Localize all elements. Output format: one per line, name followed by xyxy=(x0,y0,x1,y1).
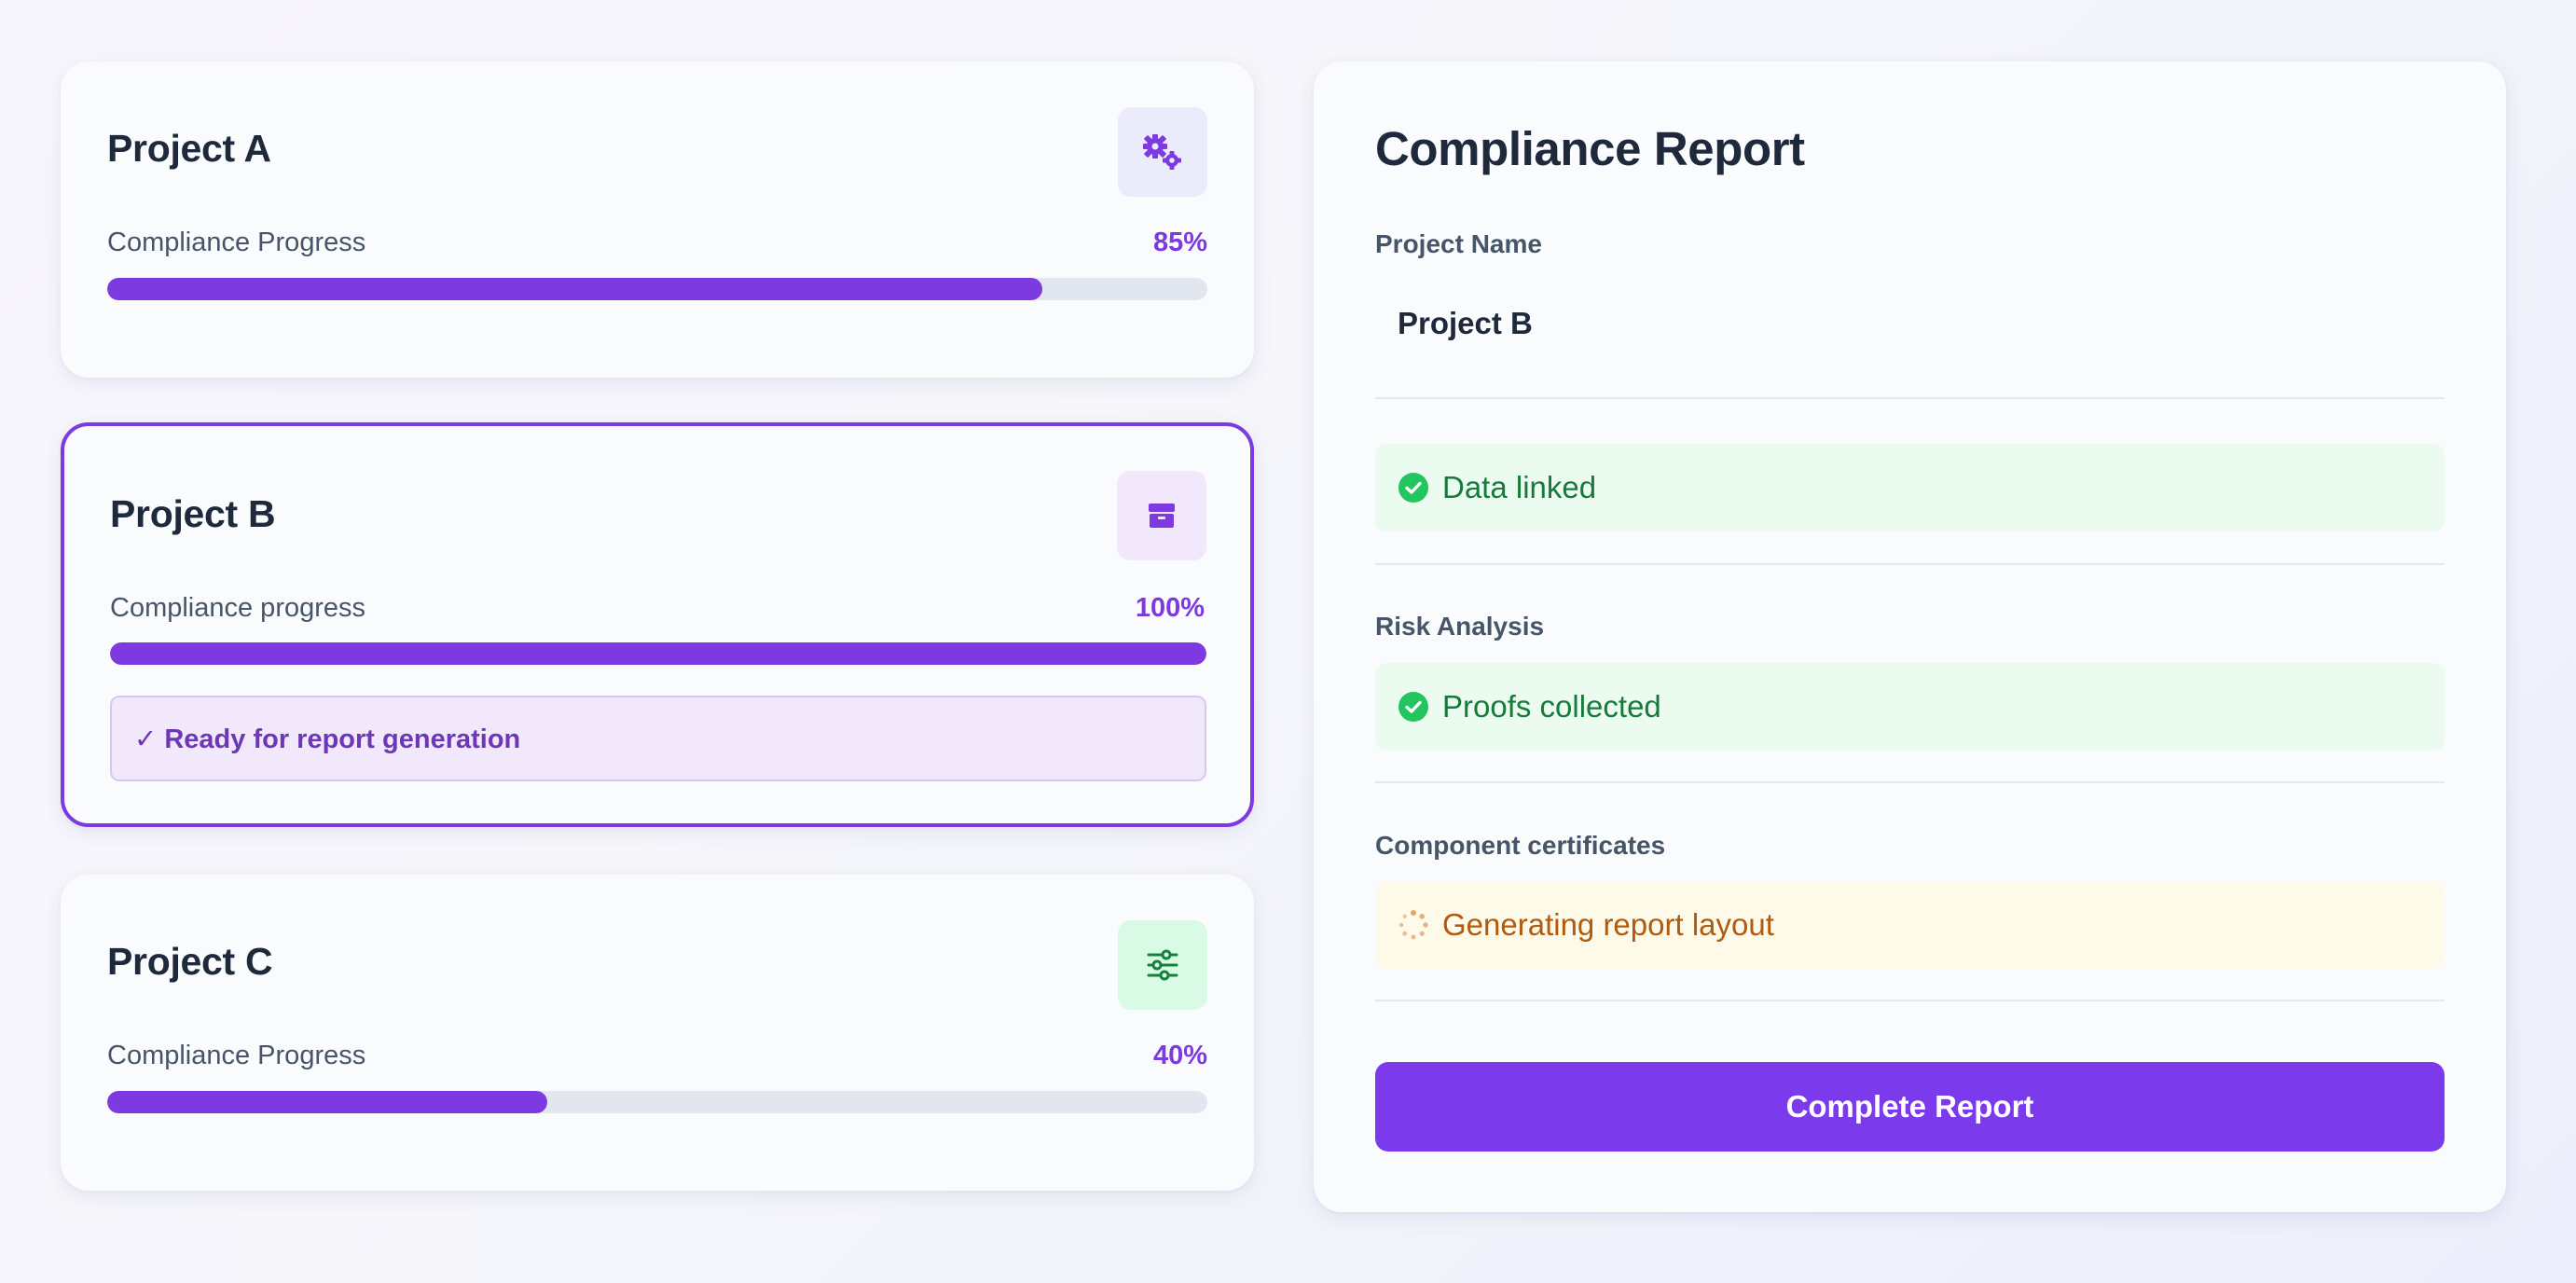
project-title: Project A xyxy=(107,127,271,170)
progress-percent: 100% xyxy=(1135,593,1205,623)
progress-label: Compliance Progress xyxy=(107,1041,366,1070)
project-icon-box xyxy=(1117,471,1206,560)
box-icon xyxy=(1149,504,1175,528)
divider xyxy=(1375,397,2445,399)
progress-bar-fill xyxy=(107,278,1042,300)
complete-report-button[interactable]: Complete Report xyxy=(1375,1062,2445,1152)
check-circle-icon xyxy=(1398,692,1428,722)
component-certificates-label: Component certificates xyxy=(1375,831,1666,860)
loading-spinner-icon xyxy=(1398,910,1428,940)
progress-label: Compliance Progress xyxy=(107,228,366,257)
report-title: Compliance Report xyxy=(1375,122,1805,175)
compliance-report-panel: Compliance Report Project Name Project B… xyxy=(1314,62,2506,1212)
project-name-label: Project Name xyxy=(1375,229,1542,258)
check-circle-icon xyxy=(1398,473,1428,503)
project-card-b[interactable]: Project B Compliance progress 100% ✓ Rea… xyxy=(61,422,1254,827)
progress-bar-fill xyxy=(107,1091,547,1113)
progress-bar-fill xyxy=(110,642,1206,665)
project-icon-box xyxy=(1118,107,1207,197)
progress-percent: 85% xyxy=(1152,228,1207,257)
progress-percent: 40% xyxy=(1152,1041,1207,1070)
project-icon-box xyxy=(1118,920,1207,1010)
risk-analysis-status: Proofs collected xyxy=(1375,663,2445,751)
progress-label: Compliance progress xyxy=(110,593,366,623)
project-name-value: Project B xyxy=(1398,306,1533,340)
ready-status-banner: ✓ Ready for report generation xyxy=(110,696,1206,781)
data-linked-text: Data linked xyxy=(1442,470,1597,504)
sliders-icon xyxy=(1147,949,1178,981)
progress-bar xyxy=(107,278,1207,300)
data-linked-status: Data linked xyxy=(1375,444,2445,531)
progress-bar xyxy=(110,642,1206,665)
project-card-c[interactable]: Project C Compliance Progress 40% xyxy=(61,875,1254,1191)
component-certificates-status: Generating report layout xyxy=(1375,881,2445,969)
divider xyxy=(1375,1000,2445,1001)
divider xyxy=(1375,781,2445,783)
project-card-a[interactable]: Project A Compliance Progres xyxy=(61,62,1254,378)
risk-analysis-text: Proofs collected xyxy=(1442,689,1661,724)
cogs-icon xyxy=(1143,134,1181,170)
risk-analysis-label: Risk Analysis xyxy=(1375,612,1545,641)
divider xyxy=(1375,563,2445,565)
component-certificates-text: Generating report layout xyxy=(1442,907,1774,942)
project-title: Project B xyxy=(110,492,276,535)
progress-bar xyxy=(107,1091,1207,1113)
project-title: Project C xyxy=(107,940,273,983)
